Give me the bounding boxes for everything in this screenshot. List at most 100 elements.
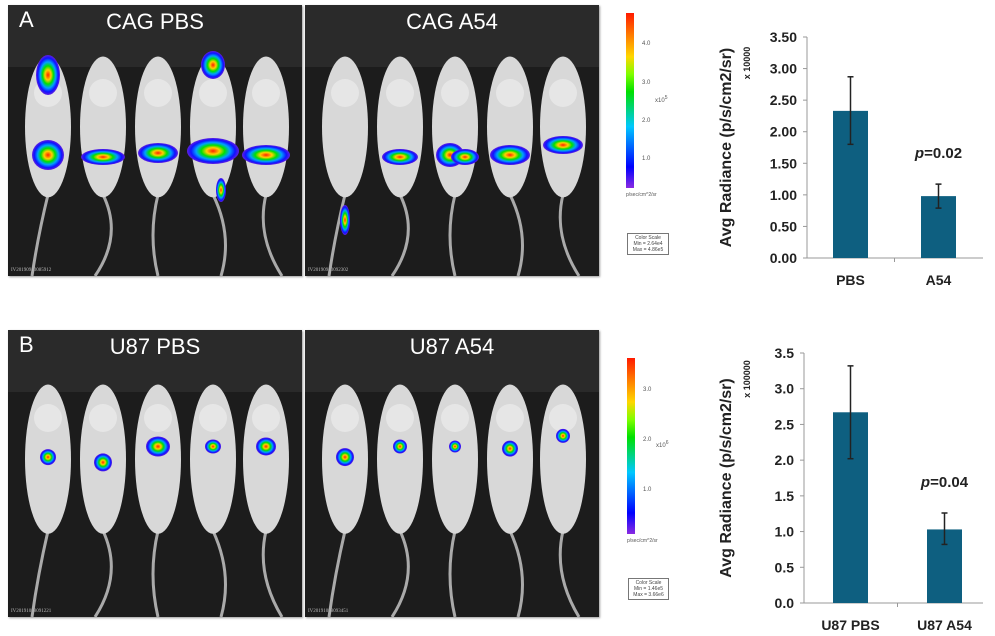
mouse-body — [135, 56, 181, 198]
luminescence-signal — [382, 149, 418, 165]
scale-min: Min = 2.64e4 — [633, 241, 663, 247]
mouse-tail — [151, 194, 160, 276]
image-cag-a54: CAG A54 IV20190910092302 — [305, 5, 599, 276]
mouse-head — [252, 79, 280, 107]
luminescence-signal — [449, 440, 461, 453]
y-tick-label: 0.00 — [770, 250, 797, 266]
imaging-manifold — [305, 330, 599, 392]
luminescence-signal — [502, 440, 518, 457]
mouse-head — [441, 79, 469, 107]
mouse-tail — [211, 194, 227, 276]
luminescence-signal — [205, 439, 221, 454]
luminescence-signal — [36, 55, 60, 95]
y-tick-label: 1.50 — [770, 155, 797, 171]
color-tick: 1.0 — [642, 156, 651, 162]
luminescence-signal — [393, 439, 407, 454]
color-scale-box: Color Scale Min = 1.46e5 Max = 3.66e6 — [628, 578, 669, 600]
x-tick-label: A54 — [926, 272, 952, 288]
panel-letter: B — [19, 332, 34, 357]
luminescence-signal — [201, 51, 225, 79]
color-scale-box: Color Scale Min = 2.64e4 Max = 4.86e5 — [627, 233, 669, 255]
luminescence-signal — [32, 140, 64, 170]
bar-chart-cag: 0.00 0.50 1.00 1.50 2.00 2.50 3.00 3.50 Avg Radi… — [718, 29, 983, 288]
imaging-manifold — [305, 5, 599, 67]
mouse-body — [487, 56, 533, 198]
y-tick-label: 3.50 — [770, 29, 797, 45]
mouse-tail — [211, 530, 227, 617]
mouse-tail — [327, 530, 347, 617]
color-multiplier: x106 — [656, 440, 669, 449]
p-value: =0.02 — [924, 145, 962, 162]
y-tick-label: 1.5 — [775, 488, 795, 504]
mouse-head — [144, 404, 172, 432]
y-axis-multiplier: x 100000 — [742, 360, 752, 398]
p-symbol: p — [914, 145, 924, 162]
y-axis-label: Avg Radiance (p/s/cm2/sr) — [718, 378, 735, 577]
image-title: U87 PBS — [109, 334, 201, 359]
color-tick: 2.0 — [642, 118, 651, 124]
color-tick: 4.0 — [642, 41, 651, 47]
y-tick-label: 1.0 — [775, 524, 795, 540]
mouse-head — [386, 404, 414, 432]
luminescence-signal — [146, 436, 170, 457]
color-tick: 2.0 — [643, 437, 652, 443]
p-value-annotation: p=0.04 — [920, 474, 969, 491]
mouse-tail — [30, 194, 50, 276]
luminescence-signal — [451, 149, 479, 165]
p-symbol: p — [920, 474, 930, 491]
bar-chart-u87: 0.0 0.5 1.0 1.5 2.0 2.5 3.0 3.5 Avg Radiance (p/… — [718, 345, 983, 633]
image-u87-a54: U87 A54 IV20191008093451 — [305, 330, 599, 617]
scale-title: Color Scale — [635, 235, 661, 241]
mouse-tail — [558, 194, 581, 276]
mouse-body — [377, 56, 423, 198]
y-axis-multiplier: x 10000 — [742, 47, 752, 80]
imaging-manifold — [8, 330, 302, 392]
y-tick-label: 3.0 — [775, 381, 795, 397]
luminescence-signal — [94, 453, 112, 472]
y-tick-label: 2.0 — [775, 452, 795, 468]
y-tick-label: 0.5 — [775, 559, 795, 575]
luminescence-signal — [242, 145, 290, 165]
luminescence-signal — [216, 178, 226, 202]
mouse-tail — [151, 530, 160, 617]
luminescence-signal — [138, 143, 178, 163]
mouse-head — [549, 404, 577, 432]
mouse-body — [540, 56, 586, 198]
mouse-body — [432, 56, 478, 198]
mouse-head — [549, 79, 577, 107]
image-id: IV20190910085912 — [11, 268, 52, 273]
color-units: p/sec/cm^2/sr — [626, 192, 657, 198]
mouse-head — [199, 79, 227, 107]
color-scale-bar — [626, 13, 634, 188]
y-tick-label: 0.0 — [775, 595, 795, 611]
image-u87-pbs: B U87 PBS IV20191008091221 — [8, 330, 302, 617]
mouse-tail — [448, 194, 457, 276]
image-title: U87 A54 — [409, 334, 495, 359]
mouse-tail — [558, 530, 581, 617]
mouse-body — [80, 56, 126, 198]
mouse-head — [199, 404, 227, 432]
luminescence-signal — [543, 136, 583, 154]
y-tick-label: 2.00 — [770, 124, 797, 140]
image-id: IV20191008093451 — [308, 609, 349, 614]
color-units: p/sec/cm^2/sr — [627, 538, 658, 544]
mouse-head — [331, 404, 359, 432]
x-tick-label: U87 A54 — [917, 617, 972, 633]
mouse-body — [322, 56, 368, 198]
mouse-head — [386, 79, 414, 107]
mouse-tail — [390, 530, 410, 617]
image-cag-pbs: A CAG PBS IV20190910085912 — [8, 5, 302, 276]
mouse-tail — [448, 530, 457, 617]
imaging-manifold — [8, 5, 302, 67]
scale-min: Min = 1.46e5 — [633, 586, 664, 592]
image-id: IV20191008091221 — [11, 609, 52, 614]
x-tick-label: PBS — [836, 272, 865, 288]
mouse-tail — [390, 194, 410, 276]
image-id: IV20190910092302 — [308, 268, 349, 273]
mouse-tail — [508, 530, 524, 617]
luminescence-signal — [490, 145, 530, 165]
color-tick: 3.0 — [642, 80, 651, 86]
luminescence-signal — [187, 138, 239, 164]
p-value: =0.04 — [930, 474, 969, 491]
p-value-annotation: p=0.02 — [914, 145, 962, 162]
